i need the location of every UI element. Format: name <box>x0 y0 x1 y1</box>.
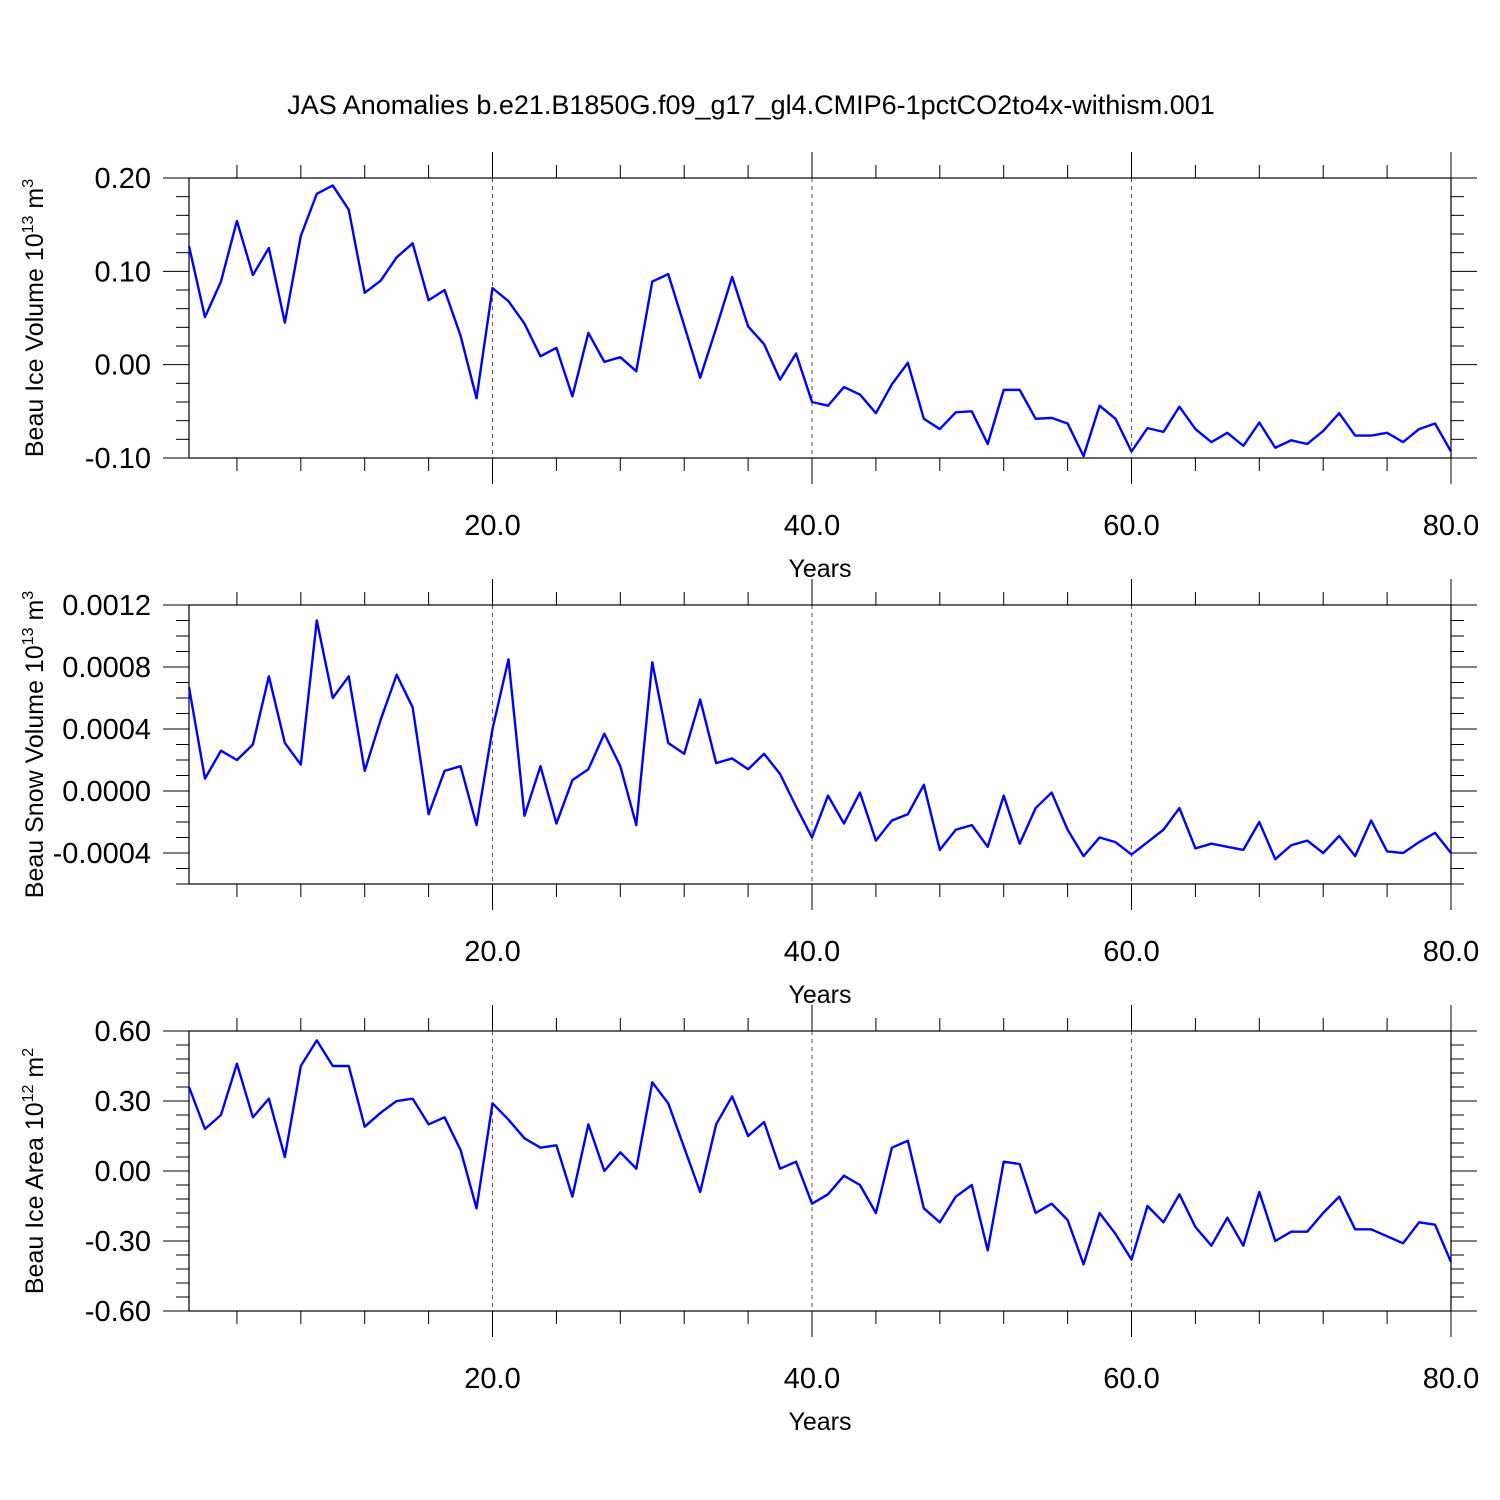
y-tick-label: -0.0004 <box>53 838 151 870</box>
plot-frame <box>188 177 1452 459</box>
y-tick-label: 0.0008 <box>62 652 151 684</box>
y-tick-label: 0.60 <box>95 1016 151 1048</box>
series-line <box>187 619 1452 861</box>
y-tick-label: 0.10 <box>95 256 151 288</box>
y-axis-label: Beau Ice Area 1012 m2 <box>20 1048 49 1294</box>
y-tick-label: 0.20 <box>95 163 151 195</box>
chart-title: JAS Anomalies b.e21.B1850G.f09_g17_gl4.C… <box>287 90 1215 120</box>
plot-frame <box>188 604 1452 885</box>
x-tick-label: 60.0 <box>1103 1363 1159 1395</box>
panel-2: -0.0004 0.0000 0.0004 0.0008 0.0012 20.0 40.0 6… <box>20 579 1479 1009</box>
x-tick-label: 20.0 <box>464 1363 520 1395</box>
x-tick-label: 40.0 <box>784 510 840 542</box>
panel-1: -0.10 0.00 0.10 0.20 20.0 40.0 60.0 80.0 Years Be… <box>20 152 1479 583</box>
y-tick-label: 0.0012 <box>62 590 151 622</box>
x-tick-label: 60.0 <box>1103 936 1159 968</box>
panel-3: -0.60 -0.30 0.00 0.30 0.60 20.0 40.0 60.0 80.0 Ye… <box>20 1005 1479 1436</box>
x-tick-label: 40.0 <box>784 1363 840 1395</box>
y-axis-label: Beau Ice Volume 1013 m3 <box>20 179 49 457</box>
x-tick-label: 80.0 <box>1423 510 1479 542</box>
x-axis-label: Years <box>788 1408 851 1436</box>
x-axis-label: Years <box>788 981 851 1009</box>
plot-frame <box>188 1030 1452 1312</box>
y-tick-label: 0.00 <box>95 1156 151 1188</box>
panels: -0.10 0.00 0.10 0.20 20.0 40.0 60.0 80.0 Years Be… <box>20 152 1479 1436</box>
y-tick-label: 0.0000 <box>62 776 151 808</box>
x-tick-label: 20.0 <box>464 936 520 968</box>
y-tick-label: -0.60 <box>85 1296 151 1328</box>
x-axis-label: Years <box>788 555 851 583</box>
y-tick-label: -0.30 <box>85 1226 151 1258</box>
y-axis-label: Beau Snow Volume 1013 m3 <box>20 591 49 899</box>
y-tick-label: -0.10 <box>85 443 151 475</box>
y-tick-label: 0.30 <box>95 1086 151 1118</box>
y-tick-label: 0.0004 <box>62 714 151 746</box>
x-tick-label: 20.0 <box>464 510 520 542</box>
x-tick-label: 80.0 <box>1423 1363 1479 1395</box>
x-tick-label: 60.0 <box>1103 510 1159 542</box>
x-tick-label: 40.0 <box>784 936 840 968</box>
x-tick-label: 80.0 <box>1423 936 1479 968</box>
series-line <box>187 184 1453 458</box>
y-tick-label: 0.00 <box>95 350 151 382</box>
series-line <box>187 1039 1453 1266</box>
